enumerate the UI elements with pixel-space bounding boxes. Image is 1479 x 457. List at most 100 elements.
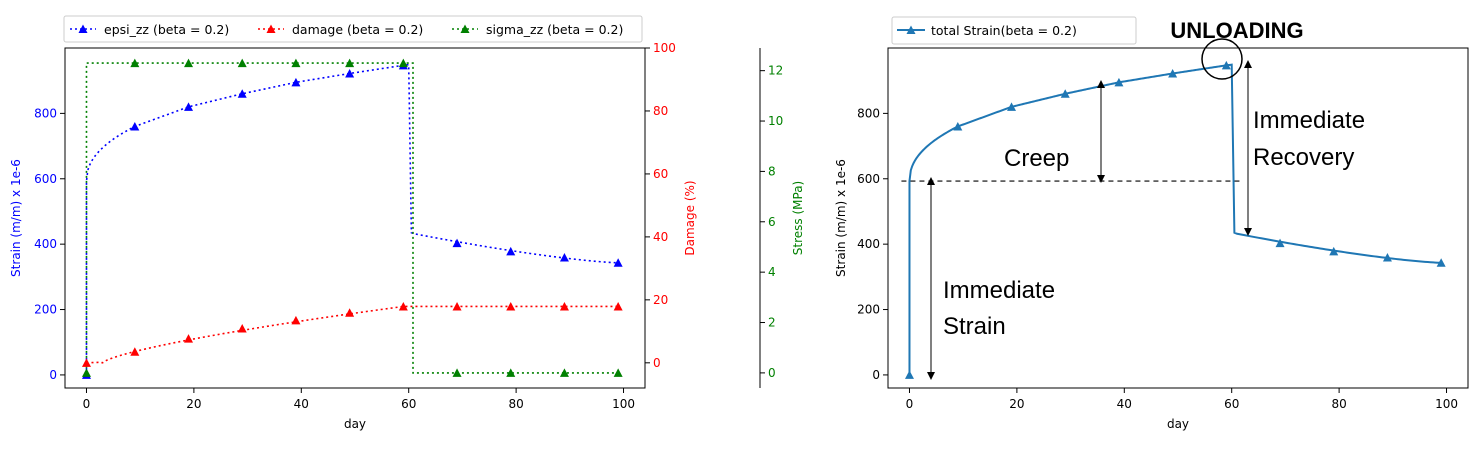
- total-strain-point: [904, 370, 914, 379]
- right-x-axis-label: day: [1167, 417, 1189, 431]
- unloading-circle: [1201, 38, 1243, 80]
- right-y-tick-label: 800: [857, 106, 880, 120]
- stress-tick-label: 8: [768, 164, 776, 178]
- right-y-tick-label: 0: [872, 368, 880, 382]
- x-tick-label: 60: [1224, 397, 1239, 411]
- sigma-zz-point: [613, 368, 623, 377]
- legend-item-epsi-zz: epsi_zz (beta = 0.2): [70, 22, 229, 37]
- strain-tick-label: 200: [34, 303, 57, 317]
- damage-point: [452, 301, 462, 311]
- legend-label-damage: damage (beta = 0.2): [292, 22, 423, 37]
- epsi-zz-line: [85, 63, 619, 375]
- damage-point: [130, 347, 140, 356]
- total-strain-point: [1382, 253, 1392, 262]
- sigma-zz-point: [81, 368, 91, 377]
- left-x-ticks: 0 20 40 60 80 100: [83, 388, 635, 411]
- damage-markers: [81, 301, 623, 367]
- epsi-zz-markers: [81, 60, 623, 379]
- sigma-zz-point: [506, 368, 516, 377]
- total-strain-point: [1007, 102, 1017, 111]
- damage-point: [345, 308, 355, 317]
- damage-tick-label: 80: [653, 104, 668, 118]
- right-plot-frame: [887, 47, 1469, 389]
- right-y-axis-label: Strain (m/m) x 1e-6: [834, 159, 848, 277]
- right-y-ticks: 0 200 400 600 800: [857, 106, 888, 382]
- total-strain-point: [1114, 77, 1124, 87]
- stress-tick-label: 10: [768, 114, 783, 128]
- total-strain-line: [908, 63, 1442, 375]
- stress-tick-label: 0: [768, 366, 776, 380]
- stress-tick-label: 4: [768, 265, 776, 279]
- epsi-zz-point: [452, 238, 462, 248]
- sigma-zz-point: [237, 58, 247, 68]
- total-strain-markers: [904, 60, 1446, 379]
- total-strain-point: [1060, 89, 1070, 98]
- damage-point: [613, 301, 623, 311]
- x-tick-label: 100: [1435, 397, 1458, 411]
- sigma-zz-line: [85, 62, 619, 374]
- creep-label: Creep: [1004, 145, 1069, 172]
- x-tick-label: 80: [1331, 397, 1346, 411]
- left-plot-frame: [64, 47, 646, 389]
- legend-item-damage: damage (beta = 0.2): [258, 22, 423, 37]
- legend-marker-sigma-zz: [460, 24, 470, 33]
- right-legend-box: [891, 16, 1137, 45]
- x-tick-label: 80: [508, 397, 523, 411]
- right-y-tick-label: 400: [857, 237, 880, 251]
- unloading-label: UNLOADING: [1170, 18, 1303, 43]
- sigma-zz-point: [345, 58, 355, 68]
- x-tick-label: 20: [186, 397, 201, 411]
- damage-tick-label: 100: [653, 41, 676, 55]
- epsi-zz-point: [613, 258, 623, 267]
- sigma-zz-point: [398, 58, 408, 68]
- legend-marker-total-strain: [906, 25, 916, 34]
- epsi-zz-point: [506, 246, 516, 256]
- damage-point: [559, 301, 569, 311]
- x-tick-label: 0: [83, 397, 91, 411]
- damage-point: [237, 324, 247, 333]
- immediate-strain-label-line1: Immediate: [943, 277, 1055, 304]
- sigma-zz-point: [130, 58, 140, 68]
- total-strain-point: [1168, 69, 1178, 78]
- epsi-zz-point: [345, 69, 355, 78]
- left-legend-box: [63, 15, 643, 43]
- right-legend: total Strain(beta = 0.2): [891, 16, 1137, 45]
- damage-point: [184, 334, 194, 343]
- right-chart: 0 20 40 60 80 100 0 200 400 600 800 day Strain (m…: [834, 16, 1469, 431]
- stress-tick-label: 12: [768, 64, 783, 78]
- left-legend: epsi_zz (beta = 0.2) damage (beta = 0.2)…: [63, 15, 643, 43]
- damage-point: [291, 315, 301, 325]
- stress-tick-label: 6: [768, 215, 776, 229]
- damage-tick-label: 60: [653, 167, 668, 181]
- epsi-zz-point: [184, 102, 194, 111]
- sigma-zz-point: [184, 58, 194, 68]
- strain-tick-label: 600: [34, 172, 57, 186]
- left-strain-axis-ticks: 0 200 400 600 800: [34, 106, 65, 382]
- legend-item-sigma-zz: sigma_zz (beta = 0.2): [452, 22, 623, 37]
- x-tick-label: 20: [1009, 397, 1024, 411]
- total-strain-point: [953, 121, 963, 131]
- stress-tick-label: 2: [768, 316, 776, 330]
- immediate-recovery-label-line2: Recovery: [1253, 144, 1354, 171]
- left-stress-axis-ticks: 0 2 4 6 8 10 12: [760, 64, 783, 380]
- damage-point: [81, 358, 91, 367]
- right-x-ticks: 0 20 40 60 80 100: [906, 388, 1458, 411]
- left-x-axis-label: day: [344, 417, 366, 431]
- sigma-zz-point: [559, 368, 569, 377]
- x-tick-label: 100: [612, 397, 635, 411]
- immediate-recovery-label-line1: Immediate: [1253, 107, 1365, 134]
- total-strain-point: [1275, 238, 1285, 248]
- legend-marker-epsi-zz: [78, 24, 88, 33]
- legend-label-epsi-zz: epsi_zz (beta = 0.2): [104, 22, 229, 37]
- legend-label-total-strain: total Strain(beta = 0.2): [931, 23, 1077, 38]
- damage-point: [506, 301, 516, 311]
- sigma-zz-markers: [81, 58, 623, 377]
- damage-tick-label: 40: [653, 230, 668, 244]
- sigma-zz-point: [291, 58, 301, 68]
- strain-tick-label: 400: [34, 237, 57, 251]
- sigma-zz-point: [452, 368, 462, 377]
- right-y-tick-label: 200: [857, 303, 880, 317]
- total-strain-point: [1221, 60, 1231, 70]
